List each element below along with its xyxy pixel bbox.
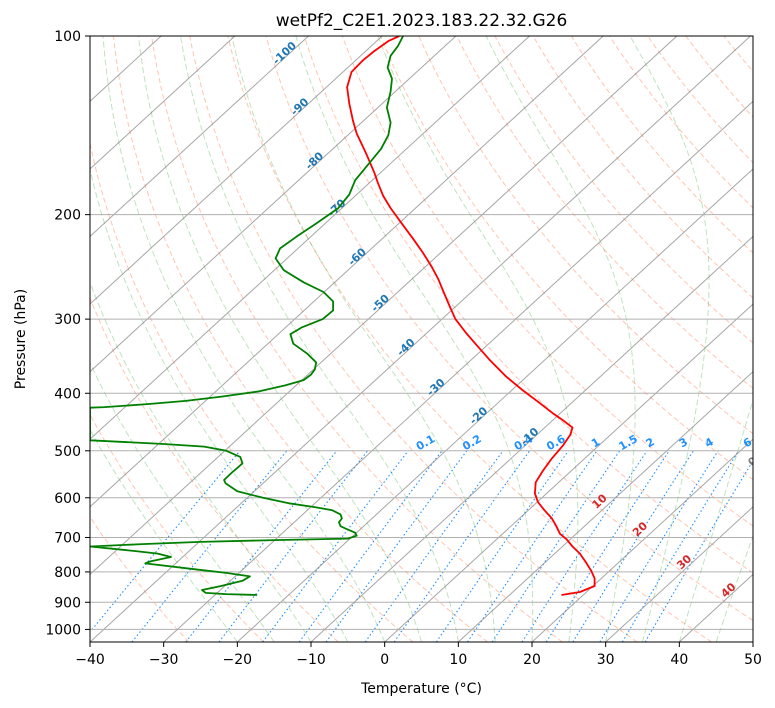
dry-adiabat-line — [189, 36, 638, 642]
dry-adiabat-line — [570, 36, 753, 254]
x-tick-label: −10 — [296, 652, 326, 668]
dry-adiabat-line — [494, 36, 753, 344]
isotherm-line — [90, 36, 236, 170]
mixing-ratio-line — [90, 450, 241, 633]
moist-adiabat-line — [90, 428, 238, 642]
y-axis-ticks: 100 200 300 400 500 600 700 800 900 1000 — [45, 29, 90, 638]
y-tick-label: 900 — [54, 595, 81, 611]
mixing-ratio-line — [131, 450, 288, 642]
isotherm-line — [605, 506, 753, 642]
x-tick-label: 40 — [670, 652, 688, 668]
isotherm-line — [236, 168, 753, 642]
moist-adiabats — [90, 36, 753, 642]
chart-title: wetPf2_C2E1.2023.183.22.32.G26 — [276, 11, 568, 31]
mixing-ratio-line — [185, 450, 338, 642]
dry-adiabat-line — [303, 36, 753, 574]
isotherm-line — [90, 36, 309, 238]
mixing-ratio-line — [218, 450, 369, 642]
isotherm-line — [90, 36, 530, 440]
y-tick-label: 400 — [54, 386, 81, 402]
x-axis-label: Temperature (°C) — [360, 681, 482, 697]
dry-adiabat-line — [380, 36, 753, 481]
dry-adiabat-line — [227, 36, 712, 642]
y-tick-label: 200 — [54, 208, 81, 224]
dry-adiabat-line — [90, 515, 190, 642]
mixing-ratio-line — [644, 459, 753, 642]
isotherm-line — [310, 235, 753, 642]
x-tick-label: 0 — [380, 652, 389, 668]
x-tick-label: 20 — [523, 652, 541, 668]
x-tick-label: 50 — [744, 652, 762, 668]
dry-adiabat-line — [112, 36, 488, 642]
sounding-traces — [90, 36, 596, 596]
freezing-level-label: 0 — [745, 454, 760, 469]
moist-adiabat-line — [678, 398, 753, 642]
isotherm-line — [531, 438, 753, 642]
dry-adiabat-line — [90, 141, 414, 642]
pressure-gridlines — [90, 36, 753, 630]
mixing-ratio-line — [364, 450, 504, 642]
moist-adiabat-line — [90, 167, 349, 642]
moist-adiabat-line — [295, 36, 534, 642]
mixing-ratio-line — [572, 450, 694, 642]
dry-adiabat-line — [456, 36, 753, 389]
isotherm-line — [90, 36, 604, 508]
x-tick-label: −40 — [75, 652, 105, 668]
mixing-ratio-line — [545, 450, 670, 642]
y-tick-label: 100 — [54, 29, 81, 45]
isotherm-line — [90, 36, 751, 642]
y-tick-label: 600 — [54, 491, 81, 507]
mixing-ratio-line — [393, 450, 531, 642]
dry-adiabats — [90, 36, 753, 642]
plot-frame — [89, 35, 754, 643]
moist-adiabat-line — [485, 36, 636, 642]
dry-adiabat-line — [151, 36, 563, 642]
y-axis-label: Pressure (hPa) — [13, 289, 29, 389]
x-tick-label: 30 — [597, 652, 615, 668]
x-tick-label: −20 — [223, 652, 253, 668]
isotherm-line — [90, 36, 457, 373]
y-tick-label: 300 — [54, 312, 81, 328]
isotherm-line — [90, 36, 678, 576]
moist-adiabat-line — [102, 36, 386, 642]
x-tick-label: 10 — [449, 652, 467, 668]
y-tick-label: 1000 — [45, 622, 81, 638]
y-tick-label: 500 — [54, 444, 81, 460]
moist-adiabat-line — [180, 36, 459, 642]
x-tick-label: −30 — [149, 652, 179, 668]
y-tick-label: 800 — [54, 565, 81, 581]
x-axis-ticks: −40 −30 −20 −10 0 10 20 30 40 50 — [75, 642, 762, 668]
mixing-ratio-line — [435, 450, 569, 642]
isotherm-line — [384, 303, 753, 642]
dry-adiabat-line — [265, 36, 753, 622]
mixing-ratio-line — [467, 450, 598, 642]
moist-adiabat-line — [377, 36, 579, 642]
mixing-ratio-line — [599, 450, 719, 642]
dry-adiabat-line — [608, 36, 753, 209]
y-tick-label: 700 — [54, 531, 81, 547]
temperature-trace — [346, 36, 596, 596]
dewpoint-trace — [90, 36, 404, 596]
moist-adiabat-line — [90, 361, 275, 642]
isotherm-line — [90, 36, 383, 305]
moist-adiabat-line — [138, 36, 422, 642]
